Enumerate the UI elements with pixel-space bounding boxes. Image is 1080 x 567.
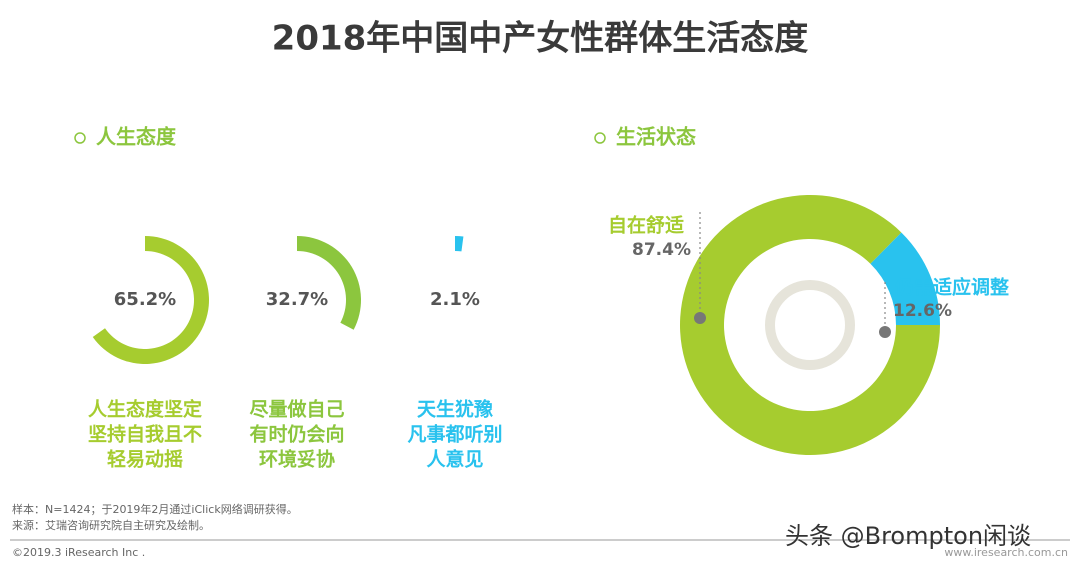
value-label: 32.7% [266,289,328,310]
donut-segment [680,194,940,455]
section-marker [74,132,86,144]
category-label: 凡事都听别 [407,423,502,446]
value-label: 65.2% [114,289,176,310]
value-label: 12.6% [893,301,952,321]
donut-arc [297,236,362,330]
donut-segment [870,232,940,325]
category-label: 坚持自我且不 [88,423,202,446]
section-title: 生活状态 [616,125,696,149]
category-label: 自在舒适 [608,214,684,237]
copyright: ©2019.3 iResearch Inc . [12,546,145,559]
category-label: 天生犹豫 [417,398,493,421]
category-label: 尽量做自己 [249,398,344,421]
category-label: 仍需适应调整 [895,276,1009,299]
donut-arc [455,236,464,252]
category-label: 人生态度坚定 [88,398,202,421]
leader-dot [694,312,706,324]
category-label: 有时仍会向 [249,423,344,446]
value-label: 87.4% [632,240,691,260]
page-title: 2018年中国中产女性群体生活态度 [272,19,809,59]
decor-ring [765,280,855,370]
value-label: 2.1% [430,289,480,310]
watermark: 头条 @Brompton闲谈 [785,522,1031,550]
footnote: 样本：N=1424；于2019年2月通过iClick网络调研获得。 [12,502,298,516]
category-label: 轻易动摇 [107,448,183,471]
category-label: 人意见 [426,448,483,471]
section-title: 人生态度 [96,125,177,149]
website: www.iresearch.com.cn [944,546,1068,559]
category-label: 环境妥协 [259,448,335,471]
section-marker [594,132,606,144]
leader-dot [879,326,891,338]
footnote: 来源：艾瑞咨询研究院自主研究及绘制。 [12,518,210,532]
